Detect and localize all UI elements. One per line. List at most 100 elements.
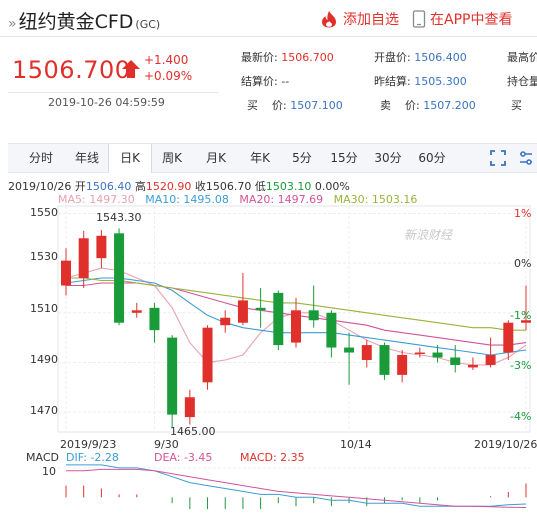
add-watchlist-label: 添加自选	[343, 12, 399, 28]
high-label: 最高价	[507, 51, 537, 64]
prev-settle-field: 昨结算: 1505.300	[374, 73, 467, 89]
open-in-app-label: 在APP中查看	[430, 12, 513, 28]
candle[interactable]	[220, 310, 231, 333]
candle[interactable]	[255, 287, 266, 328]
change-percent: +0.09%	[144, 69, 193, 83]
instrument-name: 纽约黄金CFD	[18, 11, 134, 33]
candle[interactable]	[503, 320, 514, 360]
candle[interactable]	[344, 332, 355, 385]
ohlc-change: 0.00%	[314, 180, 350, 193]
candle[interactable]	[326, 310, 337, 358]
candle[interactable]	[361, 340, 372, 368]
candle[interactable]	[167, 335, 178, 428]
prev-settle-label: 昨结算:	[374, 75, 411, 88]
breadcrumb-chevron-icon: »	[8, 16, 17, 32]
latest-value: 1506.700	[281, 51, 334, 64]
instrument-title: » 纽约黄金CFD (GC)	[8, 7, 160, 34]
candle[interactable]	[414, 347, 425, 358]
bid-label: 买 价:	[247, 99, 287, 112]
tab-daily-k[interactable]: 日K	[108, 144, 152, 173]
candle[interactable]	[237, 273, 248, 326]
settle-value: --	[281, 75, 290, 88]
candle[interactable]	[450, 345, 461, 373]
y-tick-1550: 1550	[30, 206, 58, 219]
candle[interactable]	[114, 228, 125, 326]
settle-price-field: 结算价: --	[241, 73, 289, 89]
x-label-4: 2019/10/26	[474, 438, 537, 451]
tab-15min[interactable]: 15分	[330, 151, 358, 165]
pct-tick-m1: -1%	[510, 309, 532, 322]
tab-monthly-k[interactable]: 月K	[206, 151, 226, 165]
x-label-3: 10/14	[340, 438, 372, 451]
y-tick-1530: 1530	[30, 250, 58, 263]
candle[interactable]	[78, 230, 89, 288]
y-tick-1470: 1470	[30, 404, 58, 417]
candle[interactable]	[96, 230, 107, 269]
candle[interactable]	[184, 389, 195, 425]
dea-value: DEA: -3.45	[154, 451, 213, 464]
quote-time: 2019-10-26 04:59:59	[48, 96, 165, 109]
candle[interactable]	[485, 337, 496, 368]
tab-intraday[interactable]: 分时	[28, 151, 53, 165]
plot-frame	[57, 205, 531, 433]
pct-tick-m4: -4%	[510, 410, 532, 423]
y-tick-1510: 1510	[30, 302, 58, 315]
instrument-code: (GC)	[135, 18, 161, 31]
change-value: +1.400	[144, 53, 189, 67]
ma20-legend: MA20: 1497.69	[239, 193, 324, 206]
ma30-legend: MA30: 1503.16	[333, 193, 418, 206]
dea-line	[66, 468, 527, 508]
tab-30min[interactable]: 30分	[374, 151, 402, 165]
price-block: 1506.700 +1.400 +0.09%	[12, 53, 192, 84]
bid-qty-label: 买	[511, 99, 522, 112]
high-label: 高	[134, 180, 146, 193]
ma10-legend: MA10: 1495.08	[145, 193, 229, 206]
tab-year-line[interactable]: 年线	[74, 151, 99, 165]
tab-weekly-k[interactable]: 周K	[162, 151, 182, 165]
last-price: 1506.700	[12, 56, 131, 84]
watermark-text: 新浪财经	[404, 228, 453, 242]
candle[interactable]	[432, 345, 443, 363]
ask-value: 1507.200	[423, 99, 476, 112]
ask-price-field: 卖 价: 1507.200	[380, 97, 476, 113]
candle[interactable]	[273, 290, 284, 351]
tab-5min[interactable]: 5分	[292, 151, 312, 165]
y-tick-1490: 1490	[30, 353, 58, 366]
fullscreen-icon[interactable]	[490, 150, 506, 166]
ma-legend: MA5: 1497.30 MA10: 1495.08 MA20: 1497.69…	[58, 193, 417, 206]
bid-price-field: 买 价: 1507.100	[247, 97, 343, 113]
add-watchlist-button[interactable]: 添加自选	[319, 9, 399, 29]
candle[interactable]	[149, 302, 160, 343]
tab-yearly-k[interactable]: 年K	[250, 151, 270, 165]
x-label-2: 9/30	[154, 438, 179, 451]
latest-price-field: 最新价: 1506.700	[241, 49, 334, 65]
pct-tick-m3: -3%	[510, 359, 532, 372]
page-header: » 纽约黄金CFD (GC) 添加自选 在APP中查看	[0, 0, 537, 37]
settings-icon[interactable]	[518, 150, 534, 166]
open-value: 1506.400	[414, 51, 467, 64]
macd-y-tick: 10	[42, 465, 56, 478]
open-interest-label: 持仓量	[507, 75, 537, 88]
divider	[8, 92, 218, 93]
ask-label: 卖 价:	[380, 99, 420, 112]
pct-tick-1: 1%	[514, 207, 532, 220]
candle[interactable]	[291, 297, 301, 348]
candle[interactable]	[308, 285, 319, 328]
tab-60min[interactable]: 60分	[418, 151, 446, 165]
open-price-field: 开盘价: 1506.400	[374, 49, 467, 65]
open-in-app-button[interactable]: 在APP中查看	[412, 9, 512, 29]
prev-settle-value: 1505.300	[414, 75, 467, 88]
candle[interactable]	[61, 248, 71, 296]
flame-icon	[322, 11, 336, 28]
candle[interactable]	[397, 350, 408, 383]
candle[interactable]	[467, 357, 478, 370]
candle[interactable]	[521, 285, 531, 331]
candle[interactable]	[379, 342, 390, 380]
bid-value: 1507.100	[290, 99, 343, 112]
candle[interactable]	[202, 325, 213, 390]
price-change: +1.400 +0.09%	[144, 52, 192, 84]
ohlc-high: 1520.90	[145, 180, 192, 193]
latest-label: 最新价:	[241, 51, 278, 64]
ohlc-close: 1506.70	[205, 180, 252, 193]
candle[interactable]	[131, 302, 142, 318]
